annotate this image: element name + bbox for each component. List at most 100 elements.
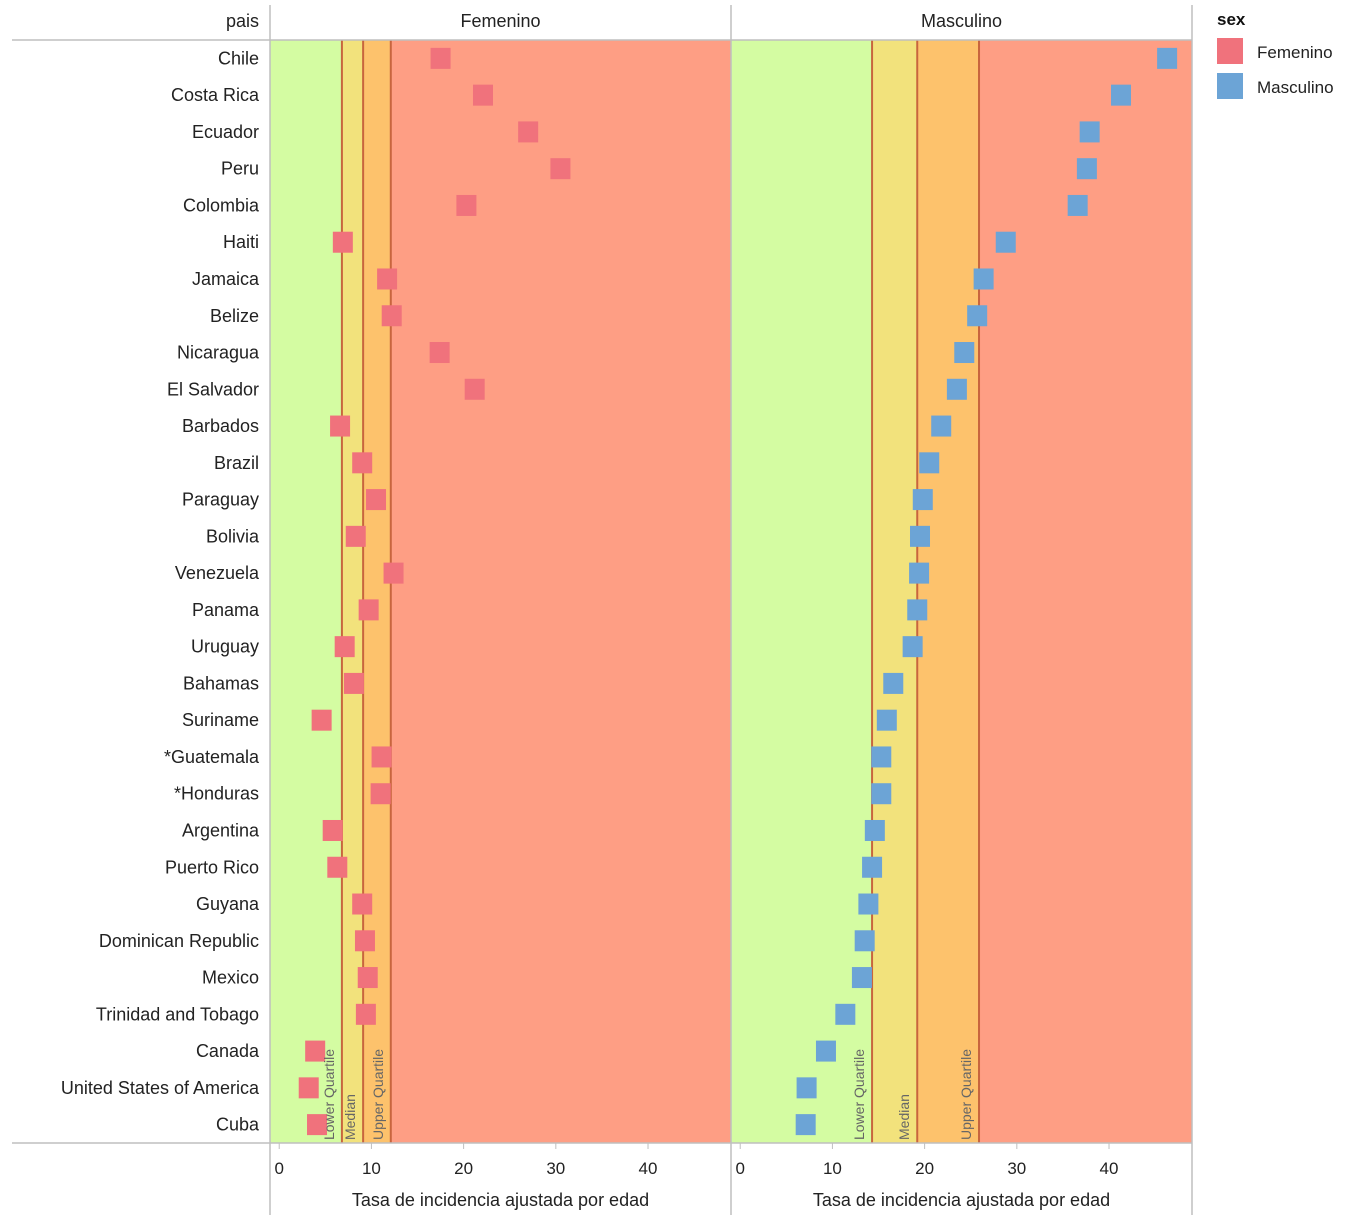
data-point-masculino [851,967,872,989]
data-point-masculino [946,378,967,400]
data-point-femenino [345,525,366,547]
data-point-masculino [858,893,879,915]
x-tick-label: 20 [915,1159,934,1178]
data-point-femenino [327,856,348,878]
data-point-masculino [796,1077,817,1099]
row-label: Panama [192,600,260,620]
row-header: pais [226,11,259,31]
x-tick-label: 0 [274,1159,283,1178]
data-point-femenino [307,1114,328,1136]
data-point-femenino [550,158,571,180]
data-point-masculino [1079,121,1100,143]
data-point-masculino [1076,158,1097,180]
facet-title: Masculino [921,11,1002,31]
x-tick-label: 10 [362,1159,381,1178]
data-point-masculino [871,746,892,768]
row-label: Venezuela [175,563,260,583]
data-point-masculino [995,231,1016,253]
row-label: Barbados [182,416,259,436]
row-label: Peru [221,159,259,179]
zone-above-upper-quartile [979,40,1192,1143]
data-point-masculino [912,489,933,511]
data-point-femenino [429,342,450,364]
data-point-masculino [954,342,975,364]
data-point-femenino [355,1003,376,1025]
row-label: Costa Rica [171,85,260,105]
row-label: Canada [196,1041,260,1061]
data-point-femenino [472,84,493,106]
row-label: Guyana [196,894,260,914]
zone-median-to-upper [363,40,391,1143]
row-label: Ecuador [192,122,259,142]
quartile-label: Lower Quartile [321,1049,337,1140]
row-label: Argentina [182,820,260,840]
x-tick-label: 20 [454,1159,473,1178]
data-point-masculino [1067,194,1088,216]
legend-swatch-femenino [1217,38,1243,64]
row-label: Suriname [182,710,259,730]
quartile-label: Upper Quartile [370,1049,386,1140]
data-point-femenino [383,562,404,584]
row-label: Belize [210,306,259,326]
legend-label: Femenino [1257,43,1333,62]
data-point-femenino [370,783,391,805]
data-point-masculino [910,525,931,547]
data-point-masculino [902,636,923,658]
data-point-femenino [343,672,364,694]
data-point-masculino [883,672,904,694]
legend-title: sex [1217,10,1246,29]
row-label: *Guatemala [164,747,260,767]
data-point-masculino [864,819,885,841]
data-point-femenino [311,709,332,731]
data-point-femenino [377,268,398,290]
data-point-femenino [298,1077,319,1099]
row-label: Haiti [223,232,259,252]
row-label: Mexico [202,968,259,988]
x-tick-label: 40 [1100,1159,1119,1178]
row-label: Jamaica [192,269,260,289]
zone-below-lower-quartile [270,40,342,1143]
data-point-femenino [305,1040,326,1062]
data-point-masculino [931,415,952,437]
row-label: Uruguay [191,637,259,657]
data-point-masculino [919,452,940,474]
data-point-femenino [518,121,539,143]
grid-layer [12,5,1193,1215]
row-label: El Salvador [167,379,259,399]
data-point-femenino [352,452,373,474]
row-label: Colombia [183,195,260,215]
data-point-masculino [1157,47,1178,69]
data-point-femenino [358,599,379,621]
data-point-masculino [854,930,875,952]
data-point-masculino [967,305,988,327]
data-point-femenino [352,893,373,915]
row-label: Bahamas [183,673,259,693]
row-label: Trinidad and Tobago [96,1004,259,1024]
zone-layer [270,40,1192,1143]
row-label: Puerto Rico [165,857,259,877]
row-label: Nicaragua [177,343,260,363]
x-axis-title: Tasa de incidencia ajustada por edad [352,1190,649,1210]
data-point-masculino [862,856,883,878]
data-point-femenino [371,746,392,768]
data-point-femenino [332,231,353,253]
data-point-masculino [835,1003,856,1025]
zone-median-to-upper [917,40,980,1143]
data-point-masculino [815,1040,836,1062]
x-tick-label: 40 [639,1159,658,1178]
data-point-masculino [909,562,930,584]
data-point-femenino [322,819,343,841]
row-label: Chile [218,48,259,68]
quartile-label: Median [342,1094,358,1140]
zone-lower-to-median [872,40,918,1143]
zone-below-lower-quartile [731,40,873,1143]
data-point-femenino [334,636,355,658]
data-point-femenino [330,415,351,437]
x-axis-title: Tasa de incidencia ajustada por edad [813,1190,1110,1210]
data-point-masculino [1111,84,1132,106]
x-tick-label: 30 [546,1159,565,1178]
x-tick-label: 10 [823,1159,842,1178]
data-point-masculino [871,783,892,805]
